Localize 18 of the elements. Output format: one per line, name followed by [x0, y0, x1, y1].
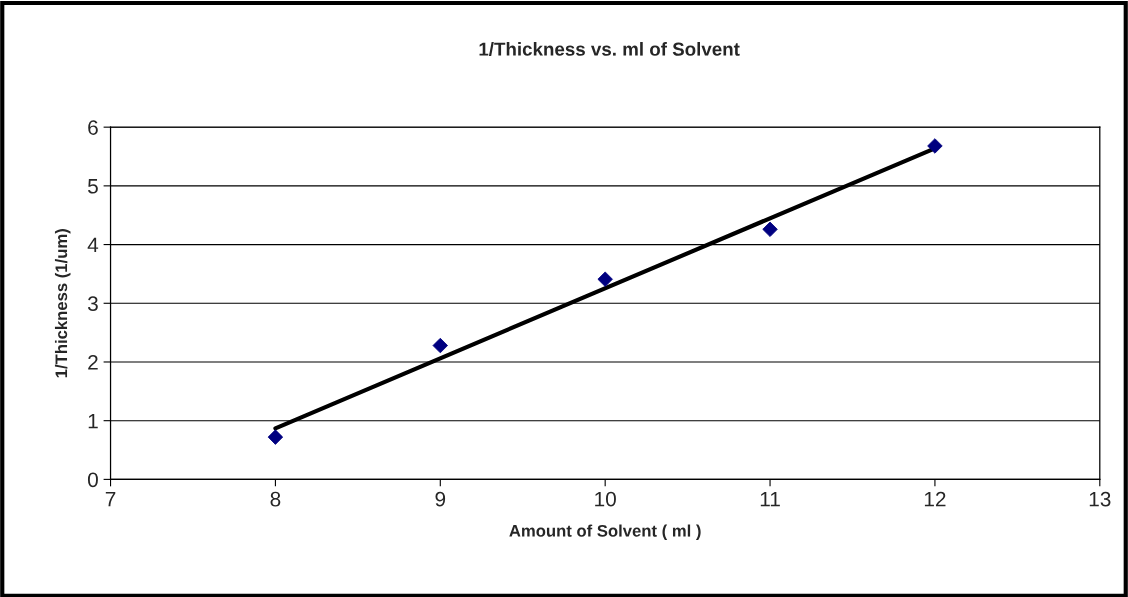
x-tick-label: 10 [595, 491, 616, 507]
x-tick-label: 9 [435, 491, 446, 507]
x-tick-label: 11 [760, 491, 780, 507]
x-tick-label: 7 [105, 491, 116, 507]
y-tick-label: 1 [88, 413, 98, 429]
y-tick-label: 2 [88, 354, 98, 370]
y-tick-label: 0 [87, 472, 98, 488]
y-tick-label: 5 [87, 179, 98, 194]
y-tick-label: 6 [88, 120, 98, 135]
y-axis-title: 1/Thickness (1/um) [54, 229, 71, 378]
point [432, 337, 448, 354]
x-axis-title: Amount of Solvent ( ml ) [509, 524, 701, 541]
chart-title: 1/Thickness vs. ml of Solvent [479, 42, 740, 56]
y-tick-label: 3 [87, 296, 98, 312]
x-tick-label: 8 [270, 491, 281, 507]
y-tick-label: 4 [87, 237, 99, 253]
x-tick-label: 12 [924, 491, 946, 507]
x-tick-label: 13 [1089, 491, 1111, 507]
